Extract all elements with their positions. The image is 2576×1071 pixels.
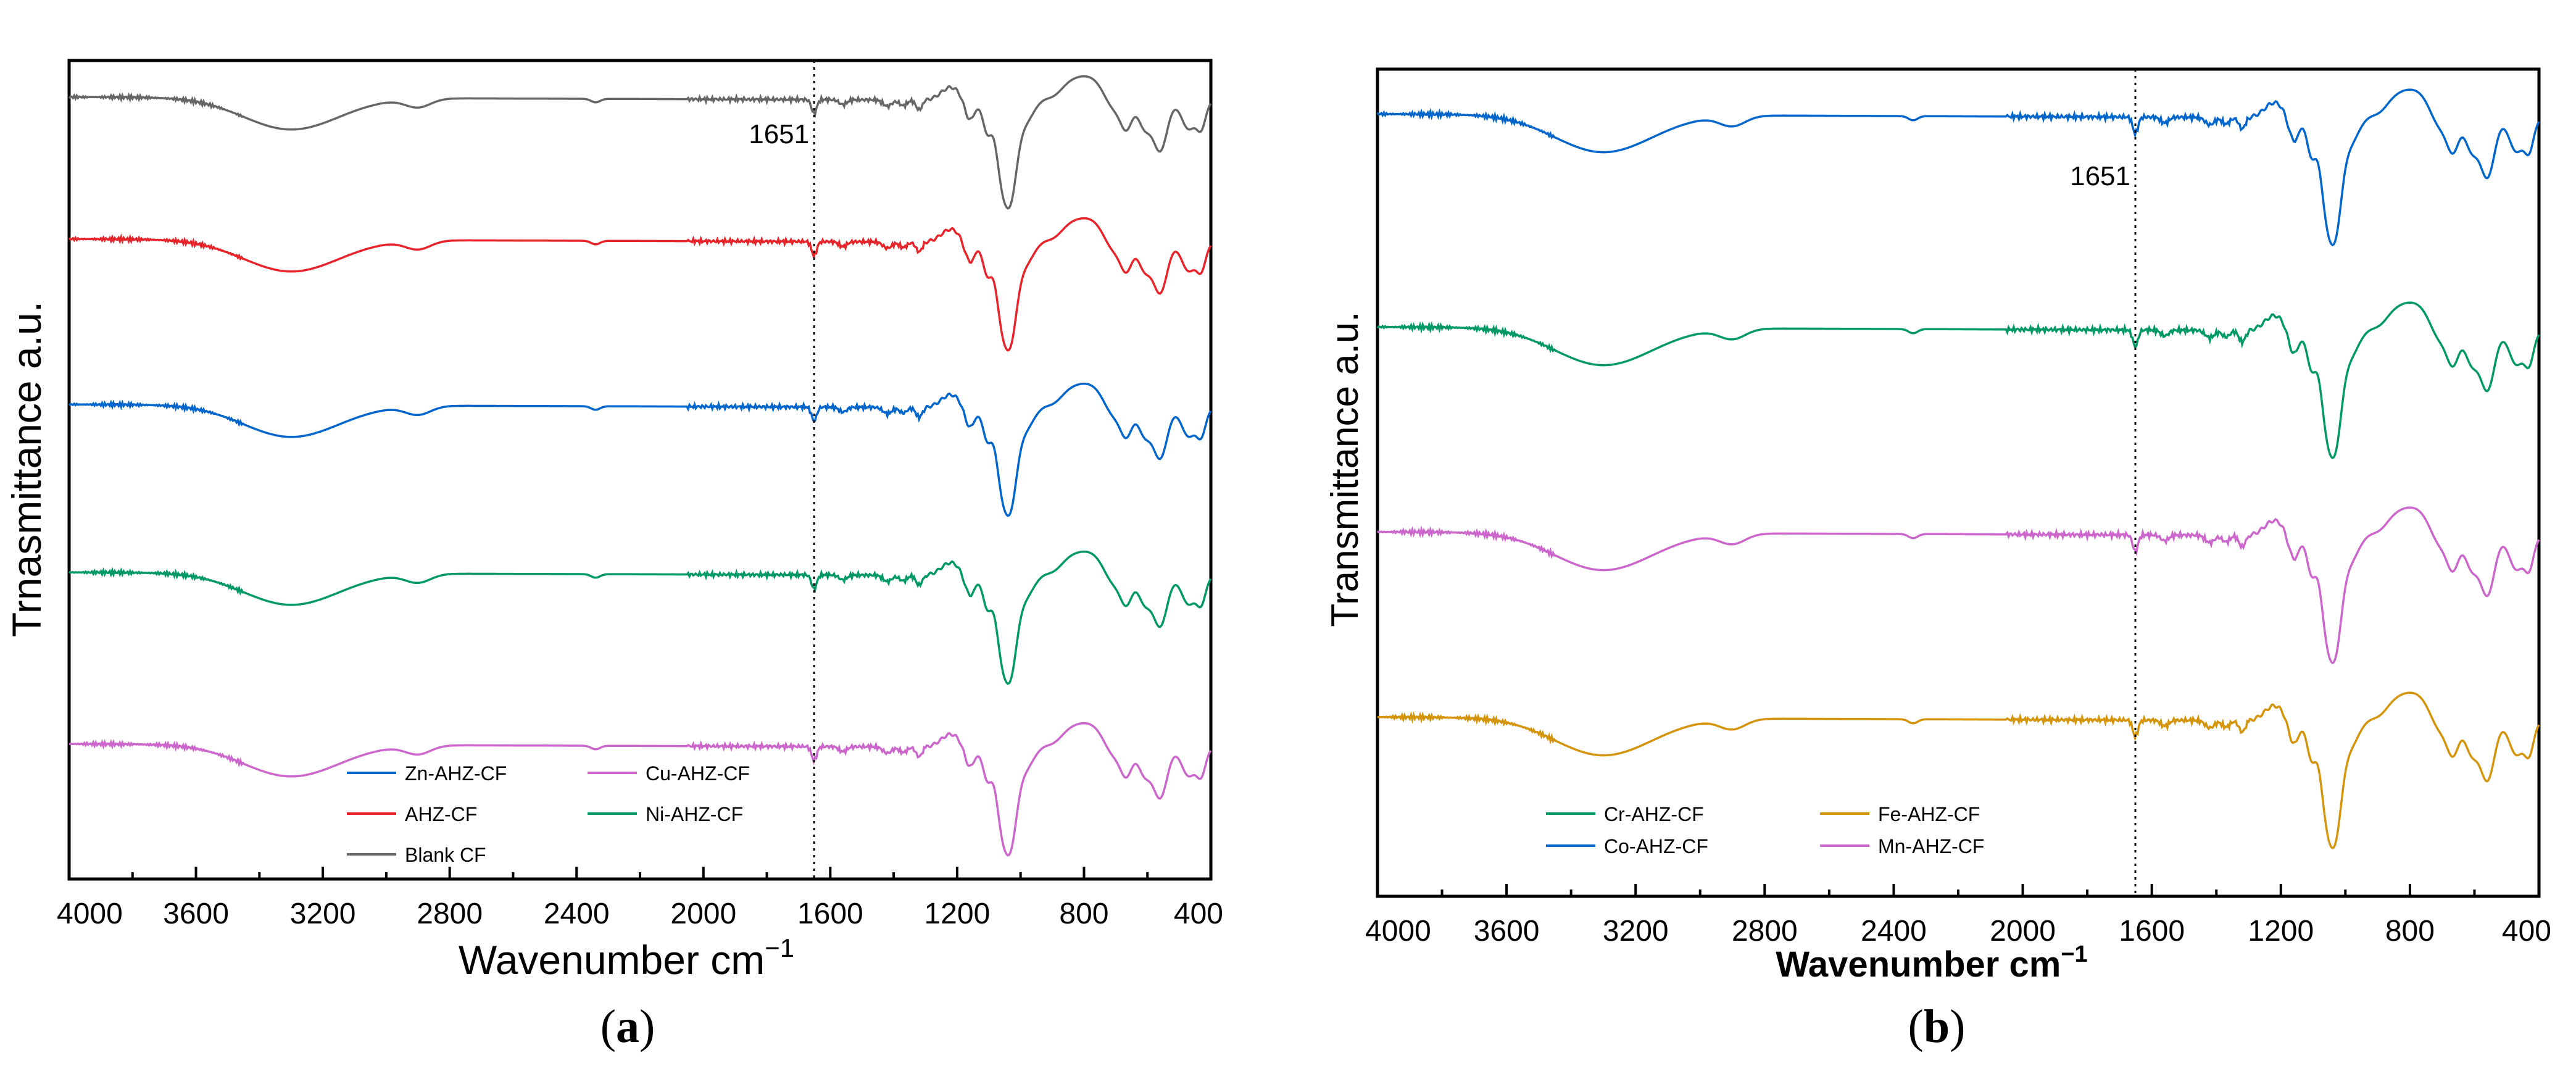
x-tick-label-4000: 4000	[1365, 915, 1431, 948]
series-line-cr-ahz-cf	[1376, 301, 2540, 460]
panel-letter-a: a	[616, 1001, 639, 1052]
legend-label-cr-ahz-cf: Cr-AHZ-CF	[1604, 803, 1704, 825]
x-ticks-a: 4000 3600 3200 2800 2400 2000 1600 1200 800 400	[57, 867, 1223, 930]
x-tick-label-1200: 1200	[2248, 915, 2314, 948]
panel-letter-b: b	[1924, 1001, 1950, 1052]
x-tick-label-4000: 4000	[57, 898, 123, 930]
x-axis-label-sup-a: −1	[765, 933, 794, 962]
legend-label-cu-ahz-cf: Cu-AHZ-CF	[646, 762, 750, 785]
legend-label-mn-ahz-cf: Mn-AHZ-CF	[1878, 835, 1984, 857]
x-axis-label-b: Wavenumber cm−1	[1776, 941, 2087, 985]
series-line-ni-ahz-cf	[68, 550, 1212, 685]
legend-label-fe-ahz-cf: Fe-AHZ-CF	[1878, 803, 1980, 825]
x-tick-label-400: 400	[1174, 898, 1223, 930]
x-tick-label-3600: 3600	[163, 898, 229, 930]
plot-frame-a	[67, 59, 1213, 881]
y-axis-label-a: Trnasmittance a.u.	[4, 301, 49, 637]
x-tick-label-2400: 2400	[544, 898, 610, 930]
x-tick-label-2000: 2000	[1990, 915, 2056, 948]
legend-label-ahz-cf: AHZ-CF	[405, 803, 477, 825]
x-tick-label-2400: 2400	[1861, 915, 1927, 948]
spectra-group-a	[68, 75, 1212, 857]
series-line-fe-ahz-cf	[1377, 691, 2540, 850]
x-axis-label-sup-b: −1	[2061, 941, 2087, 967]
x-axis-label-text-a: Wavenumber cm	[459, 937, 765, 983]
x-tick-label-3600: 3600	[1474, 915, 1540, 948]
x-tick-label-2000: 2000	[670, 898, 736, 930]
series-line-co-ahz-cf	[1376, 88, 2540, 247]
spectra-group-b	[1376, 88, 2540, 850]
legend-label-blank-cf: Blank CF	[405, 844, 486, 866]
reference-label-1651-a: 1651	[749, 119, 809, 149]
y-axis-label-b: Transmittance a.u.	[1324, 311, 1366, 627]
panel-label-a: (a)	[600, 1001, 655, 1052]
series-line-zn-ahz-cf	[68, 382, 1212, 517]
legend-b: Cr-AHZ-CF Fe-AHZ-CF Co-AHZ-CF Mn-AHZ-CF	[1546, 803, 1984, 857]
x-tick-label-3200: 3200	[1603, 915, 1669, 948]
x-tick-label-2800: 2800	[1732, 915, 1798, 948]
series-line-blank-cf	[68, 75, 1212, 210]
chart-panel-a: 1651 4000 3600 3200 2800 2400 2000 1600 1200 800…	[4, 59, 1223, 1052]
chart-panel-b: 1651 4000 3600 3200 2800 2400 2000 1600 1200 800…	[1324, 67, 2551, 1052]
x-axis-label-text-b: Wavenumber cm	[1776, 944, 2061, 985]
legend-label-zn-ahz-cf: Zn-AHZ-CF	[405, 762, 507, 785]
plot-frame-b	[1376, 67, 2541, 898]
x-tick-label-3200: 3200	[290, 898, 356, 930]
legend-label-co-ahz-cf: Co-AHZ-CF	[1604, 835, 1708, 857]
x-tick-label-800: 800	[1059, 898, 1108, 930]
x-tick-label-1600: 1600	[797, 898, 863, 930]
x-axis-label-a: Wavenumber cm−1	[459, 933, 794, 983]
x-ticks-b: 4000 3600 3200 2800 2400 2000 1600 1200 800 400	[1365, 884, 2551, 948]
reference-label-1651-b: 1651	[2070, 161, 2130, 191]
legend-label-ni-ahz-cf: Ni-AHZ-CF	[646, 803, 743, 825]
x-tick-label-1200: 1200	[924, 898, 990, 930]
x-tick-label-2800: 2800	[417, 898, 483, 930]
series-line-ahz-cf	[68, 217, 1212, 352]
series-line-cu-ahz-cf	[69, 722, 1212, 857]
x-tick-label-1600: 1600	[2119, 915, 2185, 948]
x-tick-label-800: 800	[2385, 915, 2435, 948]
panel-label-b: (b)	[1908, 1001, 1966, 1052]
series-line-mn-ahz-cf	[1376, 506, 2540, 665]
legend-a: Zn-AHZ-CF Cu-AHZ-CF AHZ-CF Ni-AHZ-CF Blank C…	[347, 762, 750, 866]
x-tick-label-400: 400	[2502, 915, 2551, 948]
